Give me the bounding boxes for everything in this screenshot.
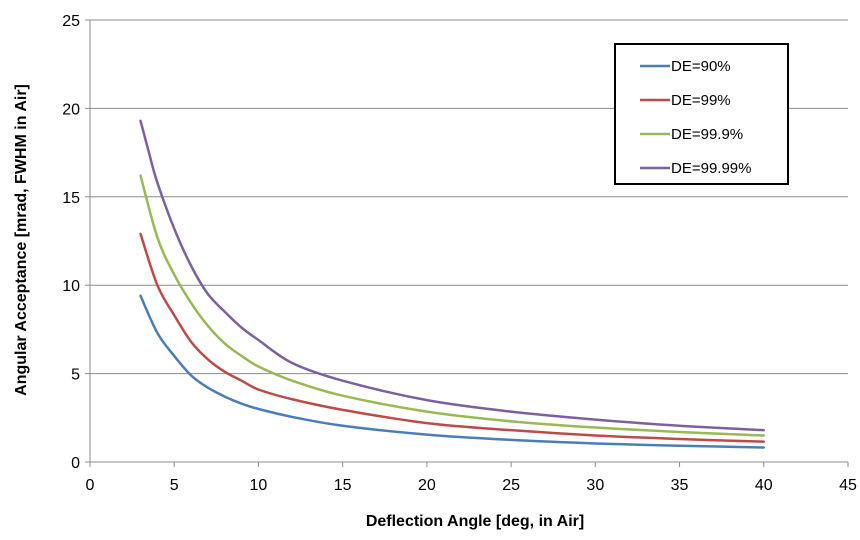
x-tick-label: 45 [839, 477, 857, 494]
x-tick-label: 5 [170, 477, 179, 494]
legend-label-de-90: DE=90% [671, 58, 731, 75]
legend-box [614, 43, 789, 185]
axis-layer [85, 19, 849, 467]
x-tick-label: 0 [86, 477, 95, 494]
x-tick-label: 20 [418, 477, 436, 494]
y-tick-label: 20 [62, 101, 80, 118]
y-tick-label: 25 [62, 13, 80, 30]
y-axis-title: Angular Acceptance [mrad, FWHM in Air] [13, 84, 30, 396]
series-line-de-99 [139, 232, 766, 443]
legend-label-de-99-99: DE=99.99% [671, 160, 751, 177]
legend-label-de-99-9: DE=99.9% [671, 126, 743, 143]
x-tick-label: 40 [755, 477, 773, 494]
x-tick-label: 30 [586, 477, 604, 494]
series-line-de-99-99 [139, 119, 766, 432]
y-tick-label: 0 [71, 455, 80, 472]
y-tick-label: 5 [71, 367, 80, 384]
x-axis-title: Deflection Angle [deg, in Air] [366, 513, 584, 530]
series-line-de-90 [139, 294, 766, 449]
series-layer [139, 119, 766, 449]
legend-label-de-99: DE=99% [671, 92, 731, 109]
x-tick-label: 35 [671, 477, 689, 494]
x-tick-label: 25 [502, 477, 520, 494]
x-tick-label: 15 [334, 477, 352, 494]
legend: DE=90% DE=99% DE=99.9% DE=99.99% [614, 43, 789, 185]
series-line-de-99-9 [139, 174, 766, 437]
y-tick-label: 15 [62, 190, 80, 207]
x-tick-label: 10 [250, 477, 268, 494]
y-tick-label: 10 [62, 278, 80, 295]
tick-label-layer: 0 5 10 15 20 25 0 5 10 15 20 25 30 35 40 45 [62, 13, 857, 494]
